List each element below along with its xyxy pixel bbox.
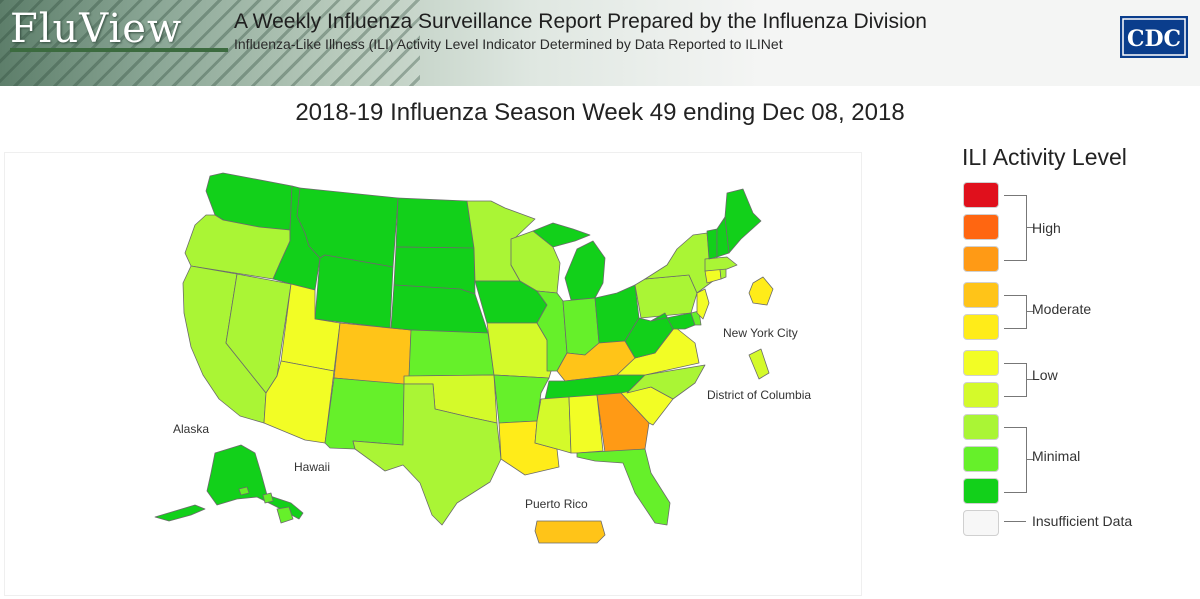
state-hawaii-big-island[interactable] (276, 506, 294, 524)
cdc-logo-text: CDC (1127, 26, 1181, 52)
logo-underline (10, 48, 228, 52)
cdc-logo[interactable]: CDC (1120, 16, 1188, 58)
report-title: A Weekly Influenza Surveillance Report P… (234, 10, 927, 33)
cdc-logo-background (1120, 16, 1188, 58)
state-illinois[interactable] (536, 290, 568, 372)
legend-swatch-level-3 (963, 414, 999, 440)
state-texas[interactable] (352, 383, 502, 526)
legend-swatch-level-1 (963, 478, 999, 504)
new-york-city-marker[interactable] (748, 276, 774, 306)
banner-background (0, 0, 760, 86)
insufficient-connector (1004, 521, 1026, 522)
legend-swatch-level-7 (963, 282, 999, 308)
legend-swatch-level-2 (963, 446, 999, 472)
bracket-minimal-tick (1026, 459, 1034, 460)
report-subtitle: Influenza-Like Illness (ILI) Activity Le… (234, 36, 783, 52)
legend-label-minimal: Minimal (1032, 448, 1081, 464)
state-arizona[interactable] (263, 360, 335, 444)
legend-swatch-level-8 (963, 246, 999, 272)
legend: ILI Activity Level High Moderate Low Min… (952, 140, 1192, 540)
fluview-logo[interactable]: FluView (10, 6, 183, 52)
state-vermont[interactable] (706, 228, 718, 260)
map-title: 2018-19 Influenza Season Week 49 ending … (295, 99, 905, 126)
legend-label-low: Low (1032, 367, 1058, 383)
map-panel: Alaska Hawaii Puerto Rico New York City … (4, 152, 862, 596)
state-pennsylvania[interactable] (634, 274, 698, 319)
label-hawaii: Hawaii (294, 460, 330, 474)
legend-title: ILI Activity Level (962, 144, 1127, 170)
label-district-of-columbia: District of Columbia (707, 388, 811, 402)
state-mississippi[interactable] (534, 396, 572, 454)
state-puerto-rico[interactable] (534, 520, 606, 544)
label-alaska: Alaska (173, 422, 209, 436)
bracket-high (1004, 195, 1027, 261)
state-michigan[interactable] (564, 240, 606, 301)
legend-swatch-level-4 (963, 382, 999, 408)
state-arkansas[interactable] (493, 374, 550, 424)
bracket-moderate (1004, 295, 1027, 329)
bracket-minimal (1004, 427, 1027, 493)
banner-texture (0, 0, 420, 86)
state-michigan-upper[interactable] (532, 222, 591, 248)
label-puerto-rico: Puerto Rico (525, 497, 588, 511)
state-alaska[interactable] (206, 444, 304, 520)
state-hawaii-oahu[interactable] (238, 486, 250, 496)
state-north-dakota[interactable] (395, 197, 475, 249)
state-colorado[interactable] (333, 322, 412, 386)
state-georgia[interactable] (596, 392, 650, 454)
state-florida[interactable] (576, 448, 671, 526)
report-header: FluView A Weekly Influenza Surveillance … (0, 0, 1200, 86)
cdc-logo-frame (1122, 18, 1186, 56)
legend-swatch-level-6 (963, 314, 999, 340)
us-ili-map: Alaska Hawaii Puerto Rico New York City … (154, 172, 811, 544)
legend-swatch-insufficient (963, 510, 999, 536)
state-rhode-island[interactable] (719, 268, 727, 280)
state-kansas[interactable] (408, 329, 495, 377)
state-new-mexico[interactable] (324, 377, 405, 450)
district-of-columbia-marker[interactable] (748, 348, 770, 380)
bracket-low-tick (1026, 379, 1034, 380)
state-new-jersey[interactable] (696, 288, 710, 320)
bracket-high-tick (1026, 227, 1034, 228)
legend-label-moderate: Moderate (1032, 301, 1092, 317)
state-maine[interactable] (724, 188, 762, 254)
state-hawaii-maui[interactable] (262, 492, 274, 504)
bracket-moderate-tick (1026, 311, 1034, 312)
state-massachusetts[interactable] (704, 256, 738, 272)
legend-swatch-level-9 (963, 214, 999, 240)
legend-swatch-level-10 (963, 182, 999, 208)
state-wyoming[interactable] (314, 254, 394, 329)
state-alaska-aleutians[interactable] (154, 504, 206, 522)
label-new-york-city: New York City (723, 326, 798, 340)
legend-swatch-level-5 (963, 350, 999, 376)
legend-label-insufficient: Insufficient Data (1032, 513, 1133, 529)
state-indiana[interactable] (562, 297, 600, 356)
bracket-low (1004, 363, 1027, 397)
legend-label-high: High (1032, 220, 1061, 236)
